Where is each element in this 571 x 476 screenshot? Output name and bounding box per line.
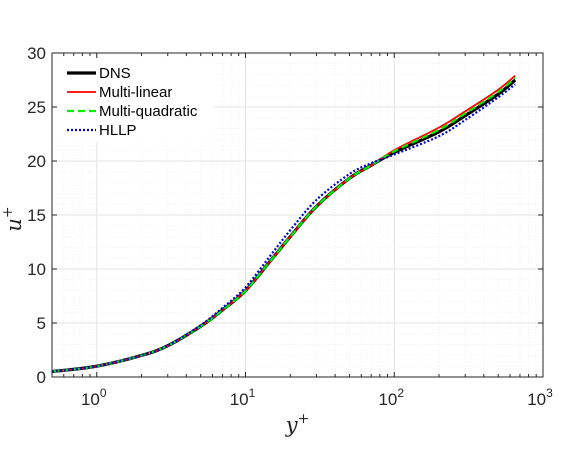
x-tick-label: 100 <box>81 386 107 409</box>
y-tick-label: 15 <box>27 206 46 225</box>
x-axis-label: y+ <box>285 411 310 437</box>
y-tick-label: 20 <box>27 152 46 171</box>
legend: DNS Multi-linear Multi-quadratic HLLP <box>57 58 214 142</box>
legend-label: Multi-quadratic <box>99 103 198 120</box>
x-tick-label: 101 <box>230 386 256 409</box>
x-tick-label: 102 <box>378 386 404 409</box>
legend-label: HLLP <box>99 122 137 139</box>
y-tick-label: 10 <box>27 260 46 279</box>
legend-label: DNS <box>99 65 131 82</box>
series-line-multi-quadratic <box>51 76 516 373</box>
ticks: 0 5 10 15 20 25 30 100 101 102 103 <box>27 44 553 409</box>
y-tick-label: 25 <box>27 98 46 117</box>
y-tick-label: 30 <box>27 44 46 63</box>
series-line-hllp <box>51 83 516 373</box>
y-tick-label: 0 <box>37 368 46 387</box>
x-tick-label: 103 <box>527 386 553 409</box>
legend-label: Multi-linear <box>99 84 172 101</box>
y-axis-label: u+ <box>0 206 26 231</box>
series-layer <box>51 74 517 374</box>
y-tick-label: 5 <box>37 314 46 333</box>
